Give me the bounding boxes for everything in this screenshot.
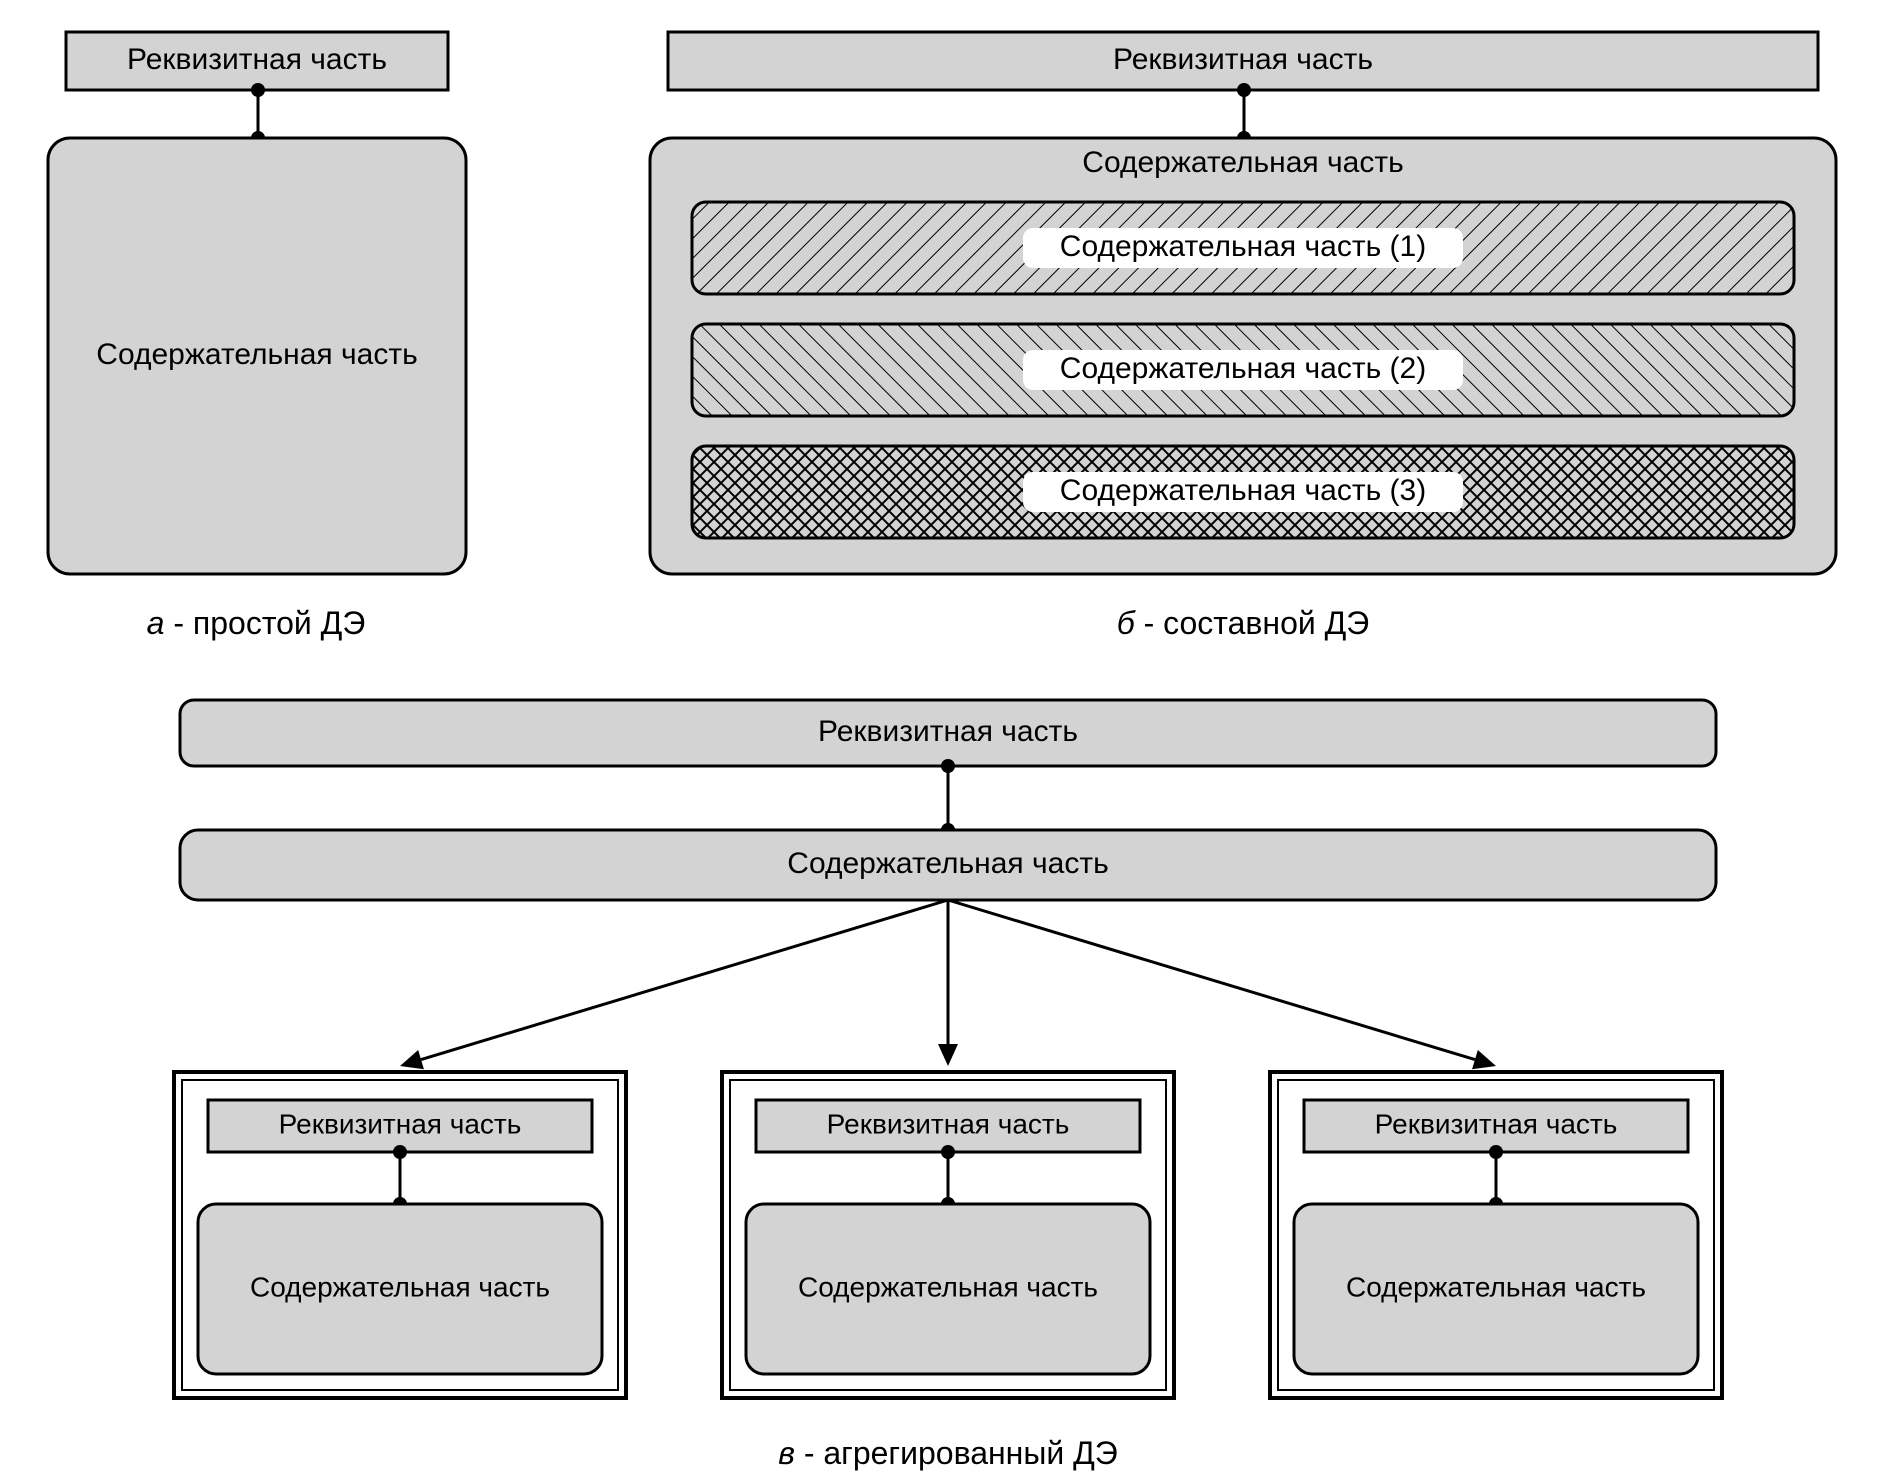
panel-a: Реквизитная часть Содержательная часть а -… [48,32,466,641]
panel-b-caption: б - составной ДЭ [1117,605,1370,641]
panel-c-child-1-content-label: Содержательная часть [250,1271,550,1302]
panel-c-requisite-label: Реквизитная часть [818,715,1078,748]
panel-c-child-2-requisite-label: Реквизитная часть [827,1108,1070,1139]
panel-c-child-2-content-label: Содержательная часть [798,1271,1098,1302]
panel-a-requisite-label: Реквизитная часть [127,43,387,76]
panel-b-requisite-label: Реквизитная часть [1113,43,1373,76]
panel-b-row-3-label: Содержательная часть (3) [1060,474,1426,507]
panel-b-row-1-label: Содержательная часть (1) [1060,230,1426,263]
panel-c-child-3-content-label: Содержательная часть [1346,1271,1646,1302]
panel-c-content-label: Содержательная часть [787,847,1108,880]
panel-c-child-1-requisite-label: Реквизитная часть [279,1108,522,1139]
panel-c-child-1: Реквизитная часть Содержательная часть [174,1072,626,1398]
panel-c-child-3-requisite-label: Реквизитная часть [1375,1108,1618,1139]
panel-c-caption: в - агрегированный ДЭ [778,1435,1118,1471]
panel-a-caption: а - простой ДЭ [147,605,366,641]
panel-b-content-title: Содержательная часть [1082,146,1403,179]
panel-b-row-2-label: Содержательная часть (2) [1060,352,1426,385]
panel-c: Реквизитная частьСодержательная частьРек… [174,700,1722,1471]
panel-b: Реквизитная часть Содержательная часть Сод… [650,32,1836,641]
panel-c-child-2: Реквизитная часть Содержательная часть [722,1072,1174,1398]
panel-a-content-label: Содержательная часть [96,338,417,371]
panel-c-child-3: Реквизитная часть Содержательная часть [1270,1072,1722,1398]
